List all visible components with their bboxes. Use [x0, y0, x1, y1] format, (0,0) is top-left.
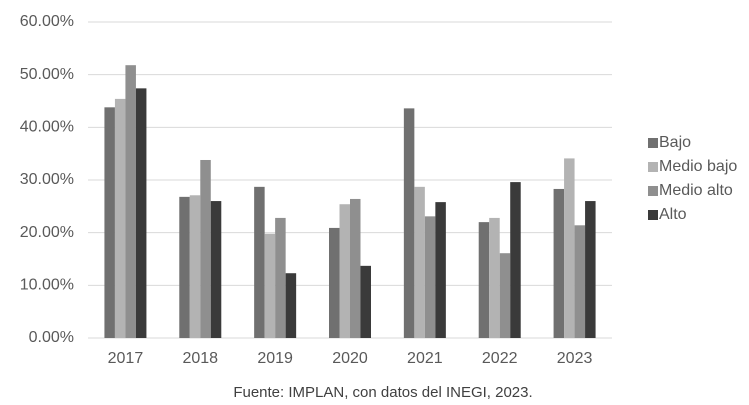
- bar: [254, 186, 265, 338]
- legend-swatch: [648, 186, 658, 196]
- bar: [424, 216, 436, 338]
- x-tick-label: 2017: [108, 350, 144, 367]
- bar: [564, 158, 575, 338]
- bar: [285, 273, 297, 338]
- x-tick-label: 2021: [407, 350, 443, 367]
- bar: [414, 186, 425, 338]
- bar: [104, 107, 115, 338]
- y-tick-label: 10.00%: [20, 277, 74, 294]
- bar: [403, 108, 415, 338]
- bar: [264, 233, 276, 338]
- y-tick-label: 60.00%: [20, 13, 74, 30]
- bar: [510, 182, 521, 338]
- x-tick-label: 2020: [332, 350, 368, 367]
- x-tick-label: 2019: [257, 350, 293, 367]
- y-tick-label: 40.00%: [20, 119, 74, 136]
- y-tick-label: 30.00%: [20, 171, 74, 188]
- legend-swatch: [648, 138, 658, 148]
- y-tick-label: 20.00%: [20, 224, 74, 241]
- legend-swatch: [648, 210, 658, 220]
- bar: [360, 265, 371, 338]
- bar: [339, 204, 350, 338]
- y-tick-label: 50.00%: [20, 66, 74, 83]
- bar: [478, 222, 490, 338]
- legend-label: Medio bajo: [659, 158, 737, 175]
- legend-label: Bajo: [659, 134, 691, 151]
- bar: [125, 65, 136, 338]
- bar: [329, 227, 340, 338]
- bar: [350, 198, 361, 338]
- bar: [135, 88, 147, 338]
- bar: [200, 159, 211, 338]
- bar: [585, 201, 596, 338]
- bar: [489, 217, 500, 338]
- bar: [210, 201, 222, 338]
- chart-caption: Fuente: IMPLAN, con datos del INEGI, 202…: [233, 384, 532, 401]
- bar: [275, 217, 286, 338]
- bar: [553, 188, 565, 338]
- bar: [189, 195, 201, 338]
- x-tick-label: 2018: [182, 350, 218, 367]
- bar: [179, 196, 190, 338]
- bar: [435, 202, 446, 338]
- legend-swatch: [648, 162, 658, 172]
- x-tick-label: 2023: [557, 350, 593, 367]
- legend-label: Medio alto: [659, 182, 733, 199]
- legend-label: Alto: [659, 206, 687, 223]
- bar: [574, 225, 586, 338]
- x-tick-label: 2022: [482, 350, 518, 367]
- bar: [114, 98, 126, 338]
- y-tick-label: 0.00%: [29, 329, 74, 346]
- bar: [499, 253, 511, 338]
